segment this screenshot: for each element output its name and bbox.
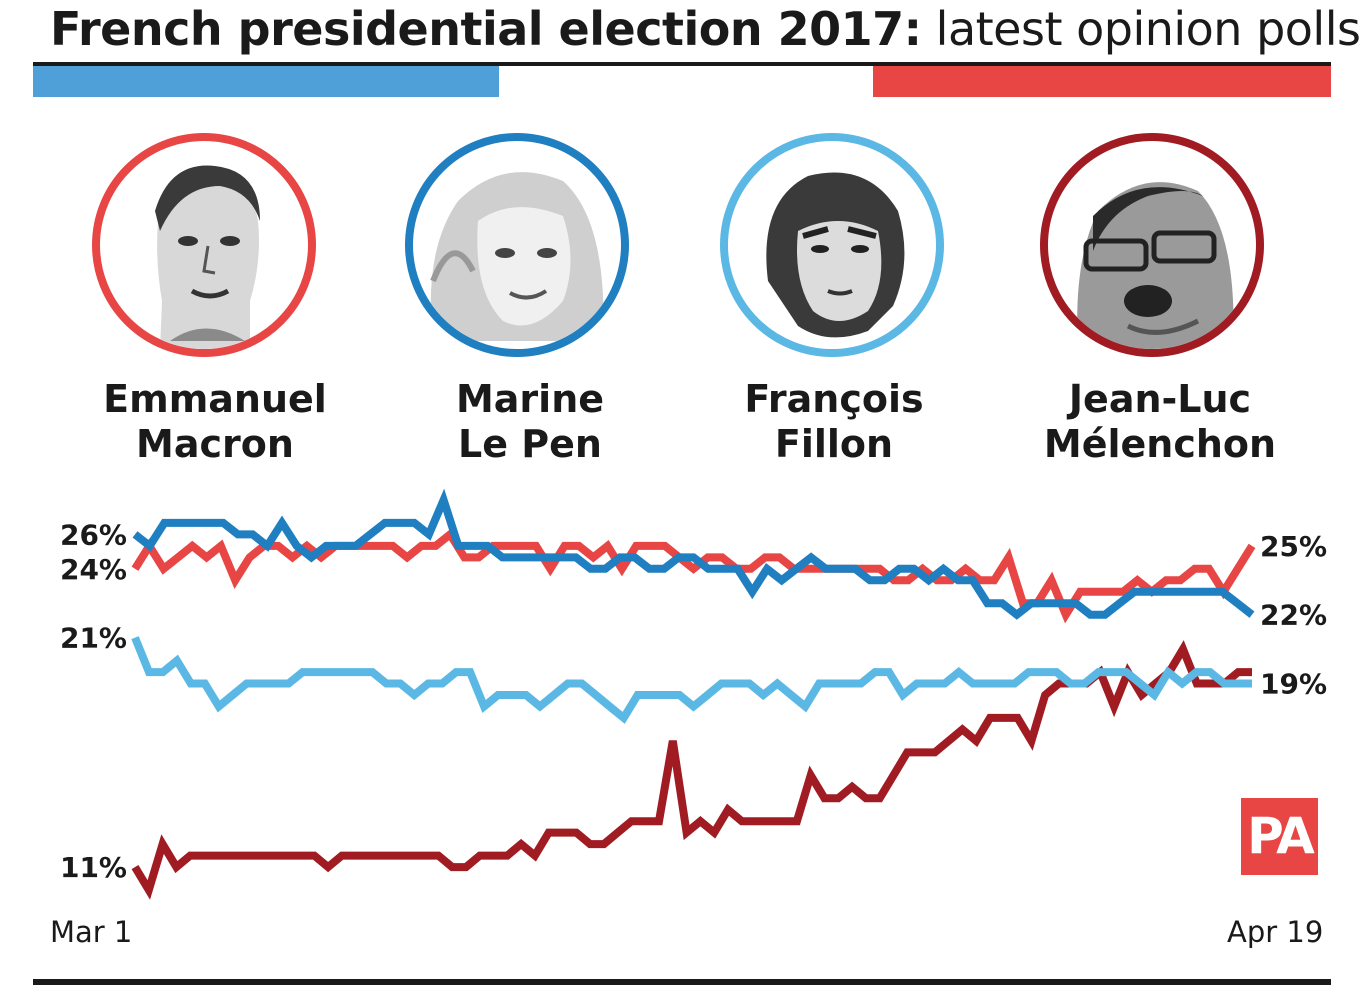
end-value-label: 25% xyxy=(1260,530,1327,563)
bottom-rule xyxy=(33,979,1331,985)
flag-blue-bar xyxy=(33,66,499,97)
candidate-first-name: Emmanuel xyxy=(103,377,327,421)
portrait-lepen xyxy=(405,133,629,357)
start-value-label: 26% xyxy=(60,518,127,551)
start-value-label: 24% xyxy=(60,553,127,586)
portrait-melenchon xyxy=(1040,133,1264,357)
candidate-last-name: Le Pen xyxy=(458,422,602,466)
portrait-macron xyxy=(92,133,316,357)
title-bold: French presidential election 2017: xyxy=(50,2,922,56)
face-illustration-icon xyxy=(1077,182,1234,349)
candidate-first-name: Marine xyxy=(455,377,605,421)
face-illustration-icon xyxy=(155,165,260,349)
x-axis-end-label: Apr 19 xyxy=(1227,915,1324,949)
candidate-name-fillon: François Fillon xyxy=(674,377,994,467)
face-illustration-icon xyxy=(766,172,905,338)
candidate-last-name: Macron xyxy=(136,422,294,466)
end-value-label: 19% xyxy=(1260,668,1327,701)
candidate-first-name: Jean-Luc xyxy=(1068,377,1252,421)
candidate-name-melenchon: Jean-Luc Mélenchon xyxy=(1000,377,1320,467)
start-value-label: 21% xyxy=(60,622,127,655)
candidate-first-name: François xyxy=(744,377,924,421)
candidate-name-lepen: Marine Le Pen xyxy=(370,377,690,467)
top-rule xyxy=(33,62,1331,66)
end-value-label: 22% xyxy=(1260,599,1327,632)
candidate-name-macron: Emmanuel Macron xyxy=(55,377,375,467)
page-title: French presidential election 2017: lates… xyxy=(50,2,1361,56)
portrait-fillon xyxy=(720,133,944,357)
face-illustration-icon xyxy=(430,172,604,341)
pa-logo: PA xyxy=(1241,798,1318,875)
flag-red-bar xyxy=(873,66,1331,97)
series-line-emmanuel-macron xyxy=(131,528,1256,624)
candidate-last-name: Mélenchon xyxy=(1043,422,1277,466)
title-light: latest opinion polls xyxy=(935,2,1361,56)
series-line-marine-le-pen xyxy=(132,488,1255,620)
series-line-fran-ois-fillon xyxy=(131,636,1252,724)
poll-line-chart: 26% 22% 24% 25% 21% 19% 11% xyxy=(60,488,1327,900)
start-value-label: 11% xyxy=(60,851,127,884)
x-axis-start-label: Mar 1 xyxy=(50,915,133,949)
candidate-last-name: Fillon xyxy=(774,422,894,466)
